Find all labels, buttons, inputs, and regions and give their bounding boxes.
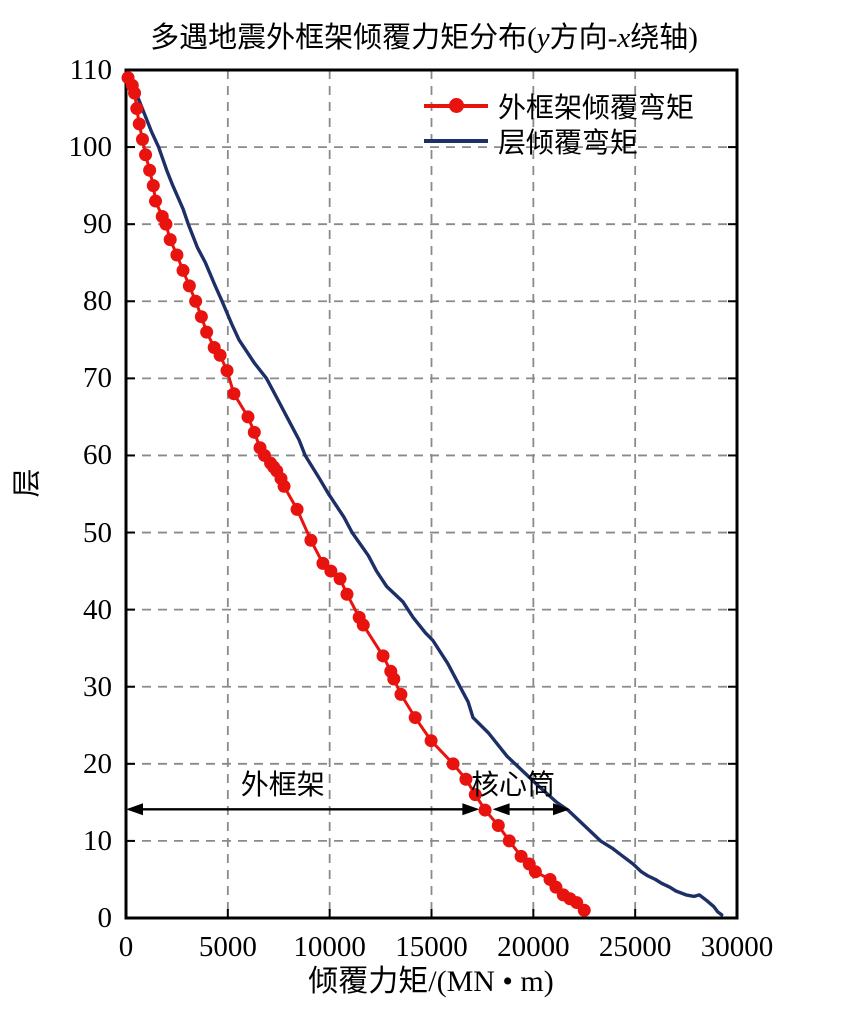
y-tick-label-80: 80 [83, 285, 112, 318]
x-tick-label-30000: 30000 [700, 931, 774, 963]
legend: 外框架倾覆弯矩 层倾覆弯矩 [424, 88, 695, 159]
legend-key-blue-line-icon [424, 123, 488, 158]
chart-title-prefix: 多遇地震外框架倾覆力矩分布( [150, 22, 537, 54]
y-tick-label-60: 60 [83, 439, 112, 472]
y-tick-label-50: 50 [83, 516, 112, 549]
x-axis-label: 倾覆力矩/(MN • m) [308, 965, 554, 998]
y-tick-label-40: 40 [83, 593, 112, 626]
legend-label-story: 层倾覆弯矩 [498, 127, 639, 159]
x-tick-label-25000: 25000 [598, 931, 672, 963]
y-tick-label-90: 90 [83, 208, 112, 241]
legend-item-story: 层倾覆弯矩 [424, 123, 694, 159]
chart-title-y-var: y [536, 22, 550, 54]
y-tick-label-20: 20 [83, 747, 112, 780]
x-tick-label-20000: 20000 [497, 931, 570, 963]
x-tick-label-10000: 10000 [293, 931, 366, 963]
x-tick-label-5000: 5000 [198, 931, 257, 963]
legend-item-outer-frame: 外框架倾覆弯矩 [424, 88, 695, 124]
legend-key-red-line-marker-icon [424, 88, 488, 123]
y-tick-label-70: 70 [83, 362, 112, 395]
annotation-core-tube-label: 核心筒 [470, 770, 555, 802]
chart-title-x-var: x [617, 22, 631, 54]
y-tick-label-0: 0 [97, 902, 113, 934]
y-tick-label-30: 30 [83, 670, 112, 703]
y-tick-label-110: 110 [69, 54, 112, 86]
legend-label-outer-frame: 外框架倾覆弯矩 [498, 92, 695, 124]
chart-title-suffix: 绕轴) [630, 22, 698, 54]
x-tick-label-15000: 15000 [395, 931, 468, 963]
x-tick-label-0: 0 [118, 931, 134, 963]
y-tick-label-100: 100 [68, 131, 113, 164]
chart-title-mid: 方向- [549, 22, 618, 54]
annotation-outer-frame-label: 外框架 [240, 770, 325, 802]
y-tick-label-10: 10 [83, 824, 112, 857]
chart-title: 多遇地震外框架倾覆力矩分布(y方向-x绕轴) [0, 14, 848, 56]
